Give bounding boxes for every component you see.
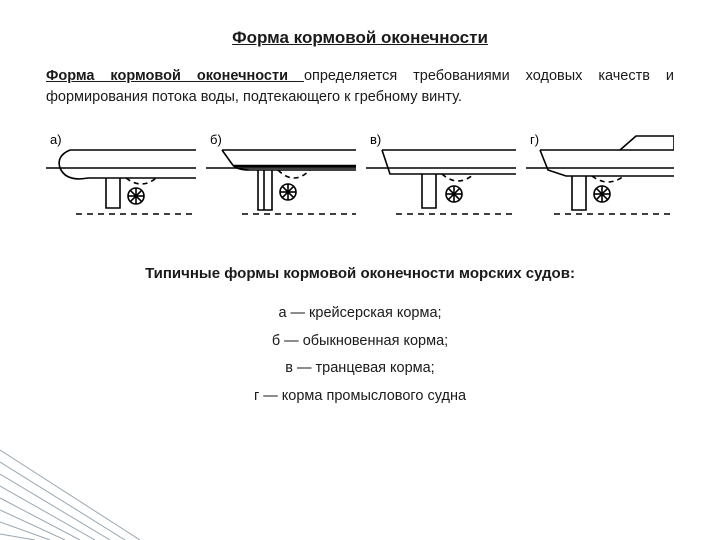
corner-decor [0,430,190,540]
panel-d: г) [526,132,674,214]
intro-paragraph: Форма кормовой оконечности определяется … [46,66,674,108]
panel-b: б) [206,132,356,214]
legend-item-v: в — транцевая корма; [46,355,674,383]
panel-c: в) [366,132,516,214]
panel-a: а) [46,132,196,214]
stern-shapes-figure: а) [46,130,674,230]
legend-item-a: а — крейсерская корма; [46,300,674,328]
intro-lead: Форма кормовой оконечности [46,68,304,84]
legend-item-b: б — обыкновенная корма; [46,328,674,356]
panel-label-c: в) [370,132,381,147]
panel-label-b: б) [210,132,222,147]
legend-item-g: г — корма промыслового судна [46,383,674,411]
panel-label-d: г) [530,132,539,147]
panel-label-a: а) [50,132,62,147]
legend-title: Типичные формы кормовой оконечности морс… [46,265,674,282]
page-title: Форма кормовой оконечности [46,28,674,48]
legend-list: а — крейсерская корма; б — обыкновенная … [46,300,674,410]
